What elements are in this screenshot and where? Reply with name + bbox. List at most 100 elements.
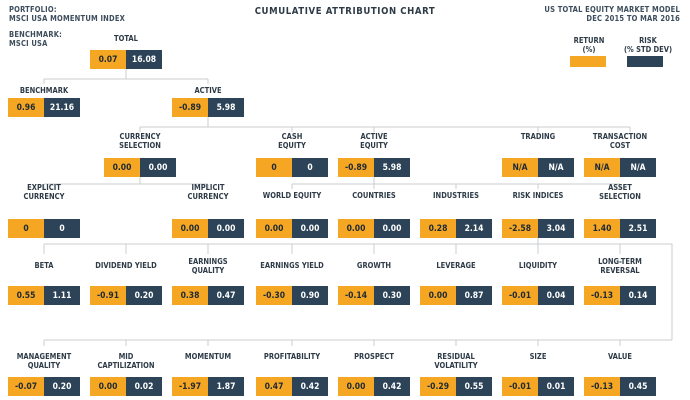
- legend-risk-label: RISK (% STD DEV): [623, 36, 673, 54]
- liquidity-risk: 0.04: [538, 286, 574, 305]
- residual-volatility-label: RESIDUAL VOLATILITY: [434, 352, 478, 370]
- active-equity-return: -0.89: [338, 158, 374, 177]
- beta-risk: 1.11: [44, 286, 80, 305]
- trading-label: TRADING: [520, 132, 556, 141]
- implicit-currency-node: 0.00 0.00: [172, 219, 244, 238]
- long-term-reversal-node: -0.13 0.14: [584, 286, 656, 305]
- explicit-currency-risk: 0: [44, 219, 80, 238]
- mid-capitalization-risk: 0.02: [126, 377, 162, 396]
- industries-return: 0.28: [420, 219, 456, 238]
- world-equity-return: 0.00: [256, 219, 292, 238]
- currency-selection-node: 0.00 0.00: [104, 158, 176, 177]
- long-term-reversal-return: -0.13: [584, 286, 620, 305]
- portfolio-label: PORTFOLIO:: [9, 5, 57, 14]
- dividend-yield-node: -0.91 0.20: [90, 286, 162, 305]
- momentum-node: -1.97 1.87: [172, 377, 244, 396]
- countries-node: 0.00 0.00: [338, 219, 410, 238]
- value-risk: 0.45: [620, 377, 656, 396]
- active-equity-label: ACTIVE EQUITY: [360, 132, 388, 150]
- transaction-cost-label: TRANSACTION COST: [592, 132, 648, 150]
- size-risk: 0.01: [538, 377, 574, 396]
- dividend-yield-return: -0.91: [90, 286, 126, 305]
- industries-node: 0.28 2.14: [420, 219, 492, 238]
- leverage-label: LEVERAGE: [436, 261, 476, 270]
- asset-selection-return: 1.40: [584, 219, 620, 238]
- long-term-reversal-risk: 0.14: [620, 286, 656, 305]
- dividend-yield-label: DIVIDEND YIELD: [95, 261, 157, 270]
- size-return: -0.01: [502, 377, 538, 396]
- dividend-yield-risk: 0.20: [126, 286, 162, 305]
- model-name: US TOTAL EQUITY MARKET MODEL: [544, 5, 680, 14]
- earnings-yield-label: EARNINGS YIELD: [260, 261, 324, 270]
- liquidity-return: -0.01: [502, 286, 538, 305]
- profitability-node: 0.47 0.42: [256, 377, 328, 396]
- profitability-label: PROFITABILITY: [263, 352, 321, 361]
- beta-node: 0.55 1.11: [8, 286, 80, 305]
- legend-return-label: RETURN (%): [573, 36, 605, 54]
- leverage-risk: 0.87: [456, 286, 492, 305]
- residual-volatility-node: -0.29 0.55: [420, 377, 492, 396]
- momentum-return: -1.97: [172, 377, 208, 396]
- risk-indices-node: -2.58 3.04: [502, 219, 574, 238]
- legend-risk-swatch: [627, 56, 663, 67]
- active-return: -0.89: [172, 98, 208, 117]
- active-risk: 5.98: [208, 98, 244, 117]
- asset-selection-label: ASSET SELECTION: [599, 183, 641, 201]
- leverage-return: 0.00: [420, 286, 456, 305]
- size-node: -0.01 0.01: [502, 377, 574, 396]
- liquidity-node: -0.01 0.04: [502, 286, 574, 305]
- active-equity-risk: 5.98: [374, 158, 410, 177]
- earnings-yield-risk: 0.90: [292, 286, 328, 305]
- trading-node: N/A N/A: [502, 158, 574, 177]
- long-term-reversal-label: LONG-TERM REVERSAL: [598, 257, 642, 275]
- world-equity-label: WORLD EQUITY: [262, 191, 322, 200]
- earnings-quality-return: 0.38: [172, 286, 208, 305]
- momentum-label: MOMENTUM: [184, 352, 232, 361]
- currency-selection-label: CURRENCY SELECTION: [119, 132, 161, 150]
- countries-return: 0.00: [338, 219, 374, 238]
- cash-equity-label: CASH EQUITY: [278, 132, 306, 150]
- trading-risk: N/A: [538, 158, 574, 177]
- benchmark-risk: 21.16: [44, 98, 80, 117]
- profitability-return: 0.47: [256, 377, 292, 396]
- management-quality-risk: 0.20: [44, 377, 80, 396]
- cash-equity-risk: 0: [292, 158, 328, 177]
- earnings-quality-label: EARNINGS QUALITY: [188, 257, 228, 275]
- transaction-cost-risk: N/A: [620, 158, 656, 177]
- management-quality-label: MANAGEMENT QUALITY: [16, 352, 72, 370]
- implicit-currency-risk: 0.00: [208, 219, 244, 238]
- benchmark-name: MSCI USA: [9, 39, 48, 48]
- benchmark-return: 0.96: [8, 98, 44, 117]
- trading-return: N/A: [502, 158, 538, 177]
- momentum-risk: 1.87: [208, 377, 244, 396]
- prospect-label: PROSPECT: [354, 352, 394, 361]
- active-label: ACTIVE: [194, 86, 222, 95]
- date-range: DEC 2015 TO MAR 2016: [586, 14, 680, 23]
- industries-label: INDUSTRIES: [433, 191, 479, 200]
- value-label: VALUE: [607, 352, 633, 361]
- implicit-currency-return: 0.00: [172, 219, 208, 238]
- countries-risk: 0.00: [374, 219, 410, 238]
- earnings-quality-node: 0.38 0.47: [172, 286, 244, 305]
- countries-label: COUNTRIES: [352, 191, 396, 200]
- explicit-currency-label: EXPLICIT CURRENCY: [23, 183, 65, 201]
- benchmark-label: BENCHMARK:: [9, 30, 63, 39]
- growth-node: -0.14 0.30: [338, 286, 410, 305]
- active-node: -0.89 5.98: [172, 98, 244, 117]
- portfolio-name: MSCI USA MOMENTUM INDEX: [9, 14, 126, 23]
- prospect-return: 0.00: [338, 377, 374, 396]
- beta-return: 0.55: [8, 286, 44, 305]
- active-equity-node: -0.89 5.98: [338, 158, 410, 177]
- management-quality-node: -0.07 0.20: [8, 377, 80, 396]
- growth-risk: 0.30: [374, 286, 410, 305]
- transaction-cost-return: N/A: [584, 158, 620, 177]
- beta-label: BETA: [34, 261, 54, 270]
- mid-capitalization-label: MID CAPTILIZATION: [97, 352, 155, 370]
- profitability-risk: 0.42: [292, 377, 328, 396]
- benchmark-node: 0.96 21.16: [8, 98, 80, 117]
- total-risk: 16.08: [126, 50, 162, 69]
- currency-selection-return: 0.00: [104, 158, 140, 177]
